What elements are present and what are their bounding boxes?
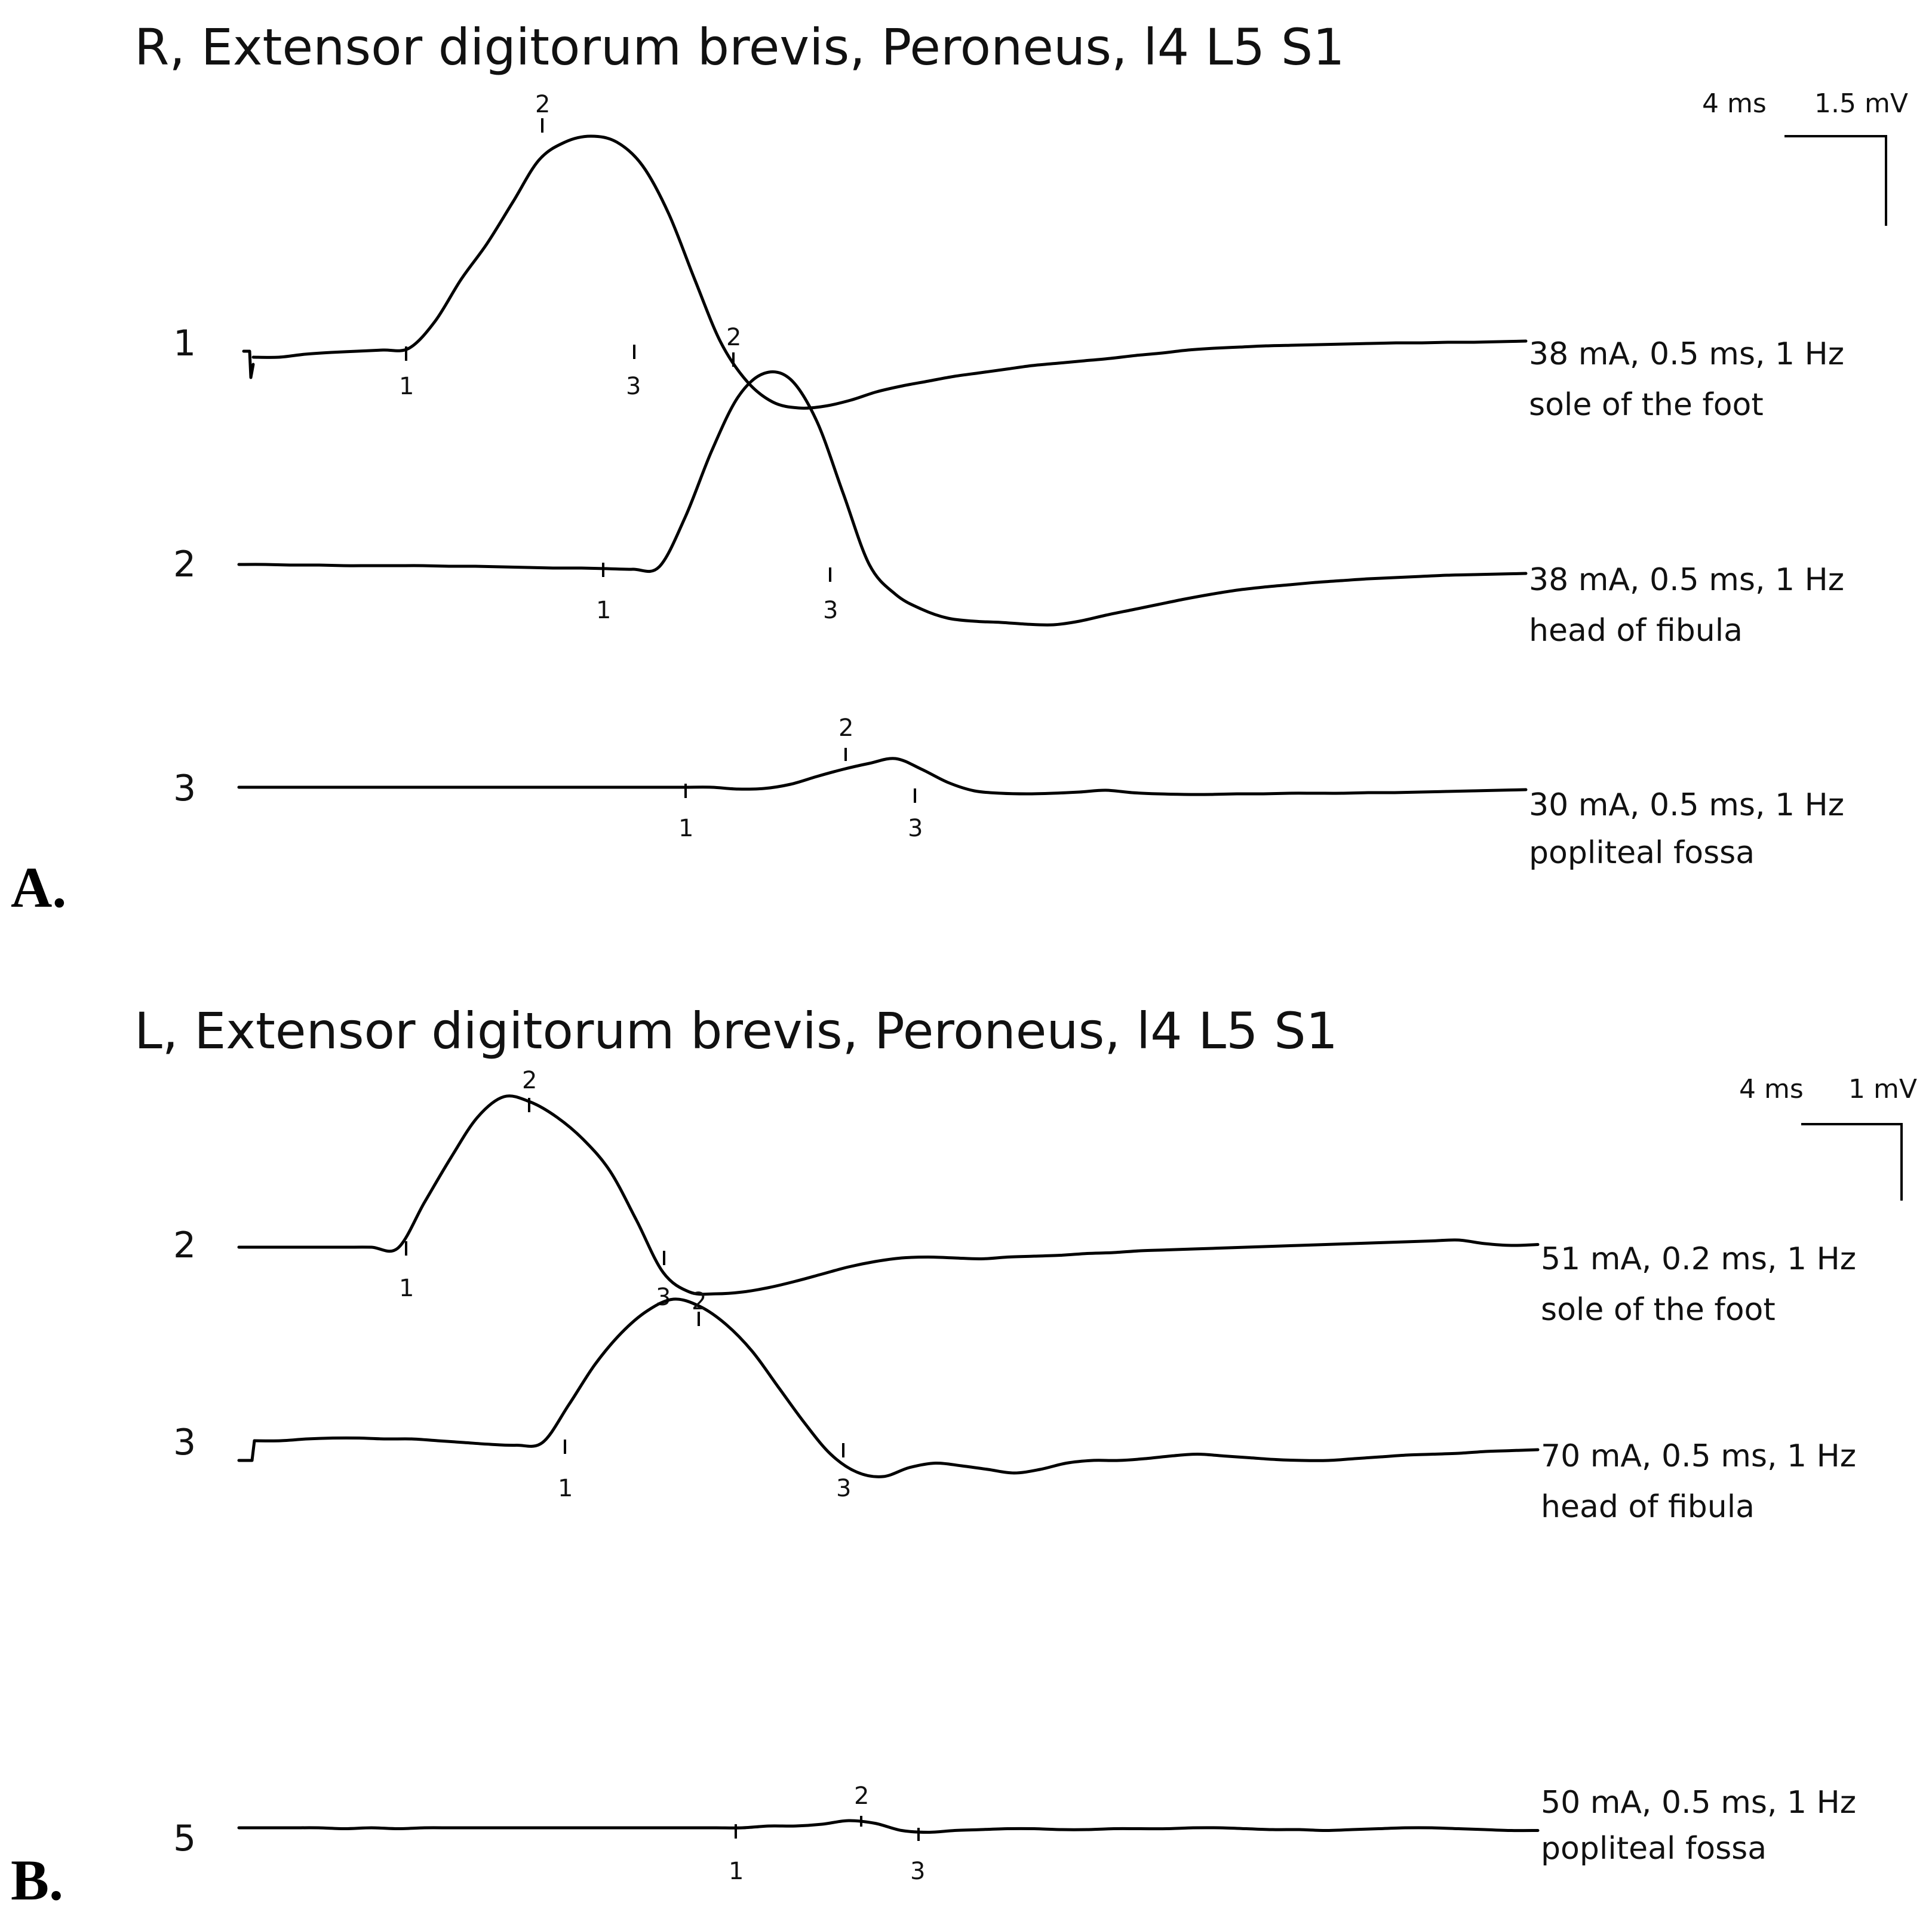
row-number: 3: [173, 1422, 196, 1463]
row-number: 1: [173, 323, 196, 364]
marker-label-2: 2: [854, 1782, 869, 1810]
stimulus-params: 51 mA, 0.2 ms, 1 Hz: [1541, 1241, 1856, 1277]
stimulation-site: popliteal fossa: [1541, 1831, 1767, 1867]
stimulus-artifact: [242, 349, 255, 379]
panel-b-title: L, Extensor digitorum brevis, Peroneus, …: [134, 1002, 1338, 1060]
panel-a-letter: A.: [11, 855, 66, 919]
panel-b-scale-lines: [1801, 1123, 1903, 1201]
marker-label-3: 3: [836, 1475, 851, 1502]
waveform-line: [237, 370, 1528, 627]
trace-b3: 3 1 2 3 70 mA, 0.5 ms, 1 Hz head of fibu…: [173, 1288, 1856, 1525]
row-number: 2: [173, 1225, 196, 1266]
panel-b-scale-bar: 4 ms 1 mV: [1739, 1074, 1917, 1201]
stimulation-site: head of fibula: [1529, 613, 1743, 649]
panel-b-scale-time: 4 ms: [1739, 1074, 1804, 1104]
row-number: 2: [173, 544, 196, 585]
marker-label-1: 1: [399, 1275, 414, 1302]
marker-label-2: 2: [726, 324, 741, 351]
stimulation-site: sole of the foot: [1541, 1292, 1776, 1328]
panel-a-scale-lines: [1784, 135, 1887, 226]
panel-a-scale-time: 4 ms: [1702, 88, 1767, 119]
marker-label-3: 3: [656, 1284, 671, 1311]
trace-b2: 2 1 2 3 51 mA, 0.2 ms, 1 Hz sole of the …: [173, 1067, 1856, 1328]
marker-label-1: 1: [729, 1858, 744, 1885]
stimulus-params: 30 mA, 0.5 ms, 1 Hz: [1529, 787, 1844, 823]
marker-label-2: 2: [522, 1067, 537, 1094]
waveform-line: [237, 1819, 1540, 1834]
trace-a3: 3 1 2 3 30 mA, 0.5 ms, 1 Hz popliteal fo…: [173, 714, 1844, 871]
row-number: 3: [173, 768, 196, 809]
stimulus-params: 50 mA, 0.5 ms, 1 Hz: [1541, 1785, 1856, 1821]
marker-label-3: 3: [823, 597, 838, 624]
panel-b-letter: B.: [11, 1848, 63, 1912]
panel-b: L, Extensor digitorum brevis, Peroneus, …: [11, 1002, 1917, 1912]
panel-a: R, Extensor digitorum brevis, Peroneus, …: [11, 18, 1908, 919]
panel-a-scale-bar: 4 ms 1.5 mV: [1702, 88, 1908, 226]
marker-label-2: 2: [535, 91, 550, 118]
stimulation-site: sole of the foot: [1529, 387, 1764, 423]
trace-a1: 1 1 2 3 38 mA, 0.5 ms, 1 Hz sole of the …: [173, 91, 1844, 423]
marker-label-3: 3: [908, 815, 923, 842]
marker-label-1: 1: [678, 815, 693, 842]
stimulus-params: 70 mA, 0.5 ms, 1 Hz: [1541, 1438, 1856, 1474]
stimulation-site: popliteal fossa: [1529, 835, 1755, 871]
marker-label-3: 3: [910, 1858, 925, 1885]
stimulation-site: head of fibula: [1541, 1489, 1755, 1525]
panel-a-title: R, Extensor digitorum brevis, Peroneus, …: [134, 18, 1345, 76]
panel-a-scale-amplitude: 1.5 mV: [1814, 88, 1908, 119]
waveform-line: [237, 757, 1528, 796]
row-number: 5: [173, 1818, 196, 1859]
stimulus-params: 38 mA, 0.5 ms, 1 Hz: [1529, 562, 1844, 598]
marker-label-2: 2: [838, 714, 853, 742]
marker-label-1: 1: [558, 1475, 573, 1502]
waveform-line: [237, 1094, 1540, 1296]
marker-label-1: 1: [596, 597, 611, 624]
waveform-line: [253, 1297, 1540, 1478]
waveform-line: [251, 134, 1528, 410]
panel-b-scale-amplitude: 1 mV: [1848, 1074, 1917, 1104]
marker-label-2: 2: [692, 1288, 707, 1315]
marker-label-3: 3: [626, 373, 641, 400]
trace-a2: 2 1 2 3 38 mA, 0.5 ms, 1 Hz head of fibu…: [173, 324, 1844, 649]
trace-b5: 5 1 2 3 50 mA, 0.5 ms, 1 Hz popliteal fo…: [173, 1782, 1856, 1885]
stimulus-params: 38 mA, 0.5 ms, 1 Hz: [1529, 336, 1844, 372]
marker-label-1: 1: [399, 373, 414, 400]
stimulus-artifact: [237, 1439, 256, 1462]
